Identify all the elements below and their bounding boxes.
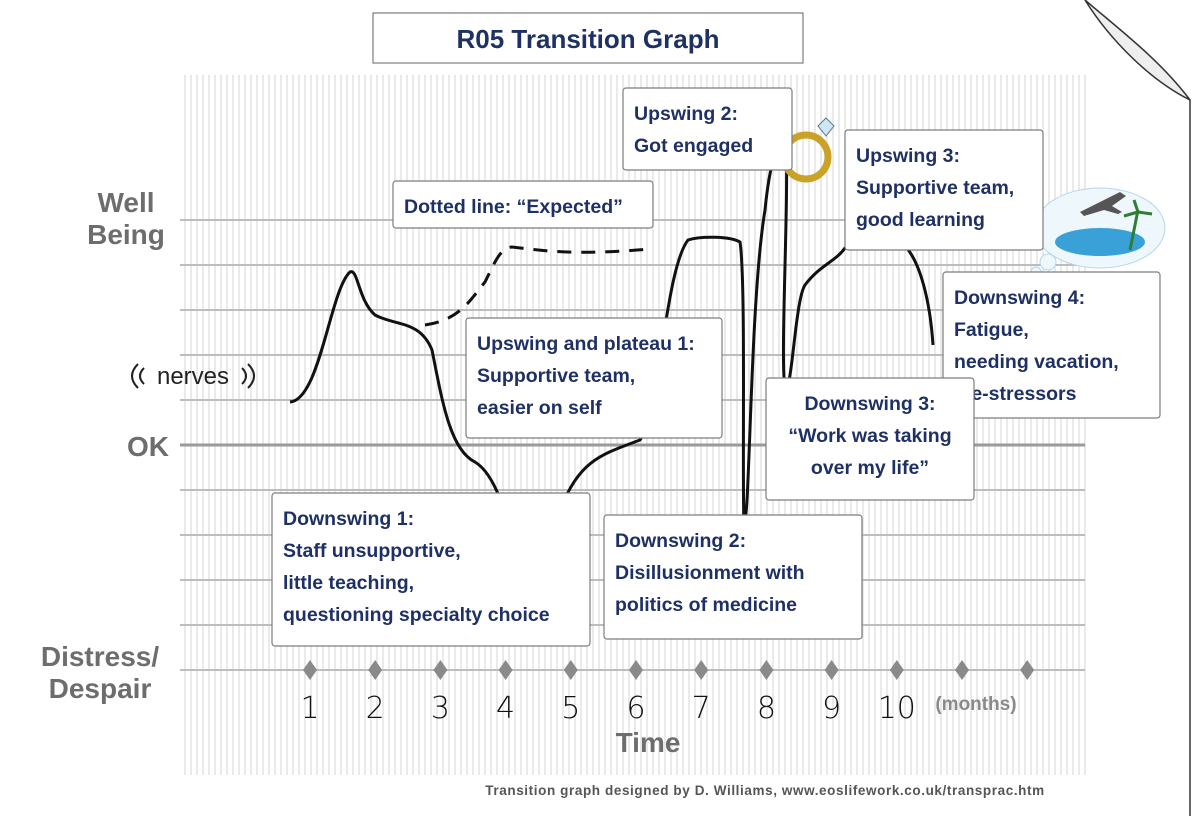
x-label: 10 [878,691,916,726]
tick-diamond [433,660,448,680]
actual-curve [289,138,935,592]
ring-gem [817,117,835,137]
annotation-line: “Work was taking [788,425,951,447]
annotation-line: Dotted line: “Expected” [404,196,623,218]
tick-diamond [368,660,383,680]
x-title: Time [616,727,681,758]
nerves-label: nerves [157,363,229,390]
expected-curve [424,245,651,327]
tick-diamond [303,660,317,680]
annotation-line: Upswing 2: [634,103,738,125]
title: R05 Transition Graph [457,24,720,54]
x-label: 3 [431,691,450,726]
tick-diamond [824,660,839,680]
tick-diamond [629,660,643,680]
annotations: Dotted line: “Expected” Upswing 2: Got eng… [271,87,1161,647]
box-frame [942,271,1161,419]
page-curl [1084,0,1191,101]
annotation-line: Supportive team, [477,365,635,387]
annotation-line: life-stressors [954,383,1077,405]
y-label: OK [127,431,169,462]
x-label: 9 [822,691,841,726]
tick-diamond [498,660,513,680]
title-box [372,12,804,64]
y-label: Well [97,187,154,218]
x-label: 6 [626,691,645,726]
annotation-line: Disillusionment with [615,562,805,584]
x-label: 1 [300,691,319,726]
annotation-box: Dotted line: “Expected” [392,180,654,229]
credit: Transition graph designed by D. Williams… [485,783,1044,798]
tick-diamond [1020,660,1035,680]
annotation-line: Downswing 1: [283,508,414,530]
annotation-line: questioning specialty choice [283,604,550,626]
annotation-line: Downswing 4: [954,287,1085,309]
annotation-box: Downswing 4: Fatigue, needing vacation, lif… [942,271,1161,419]
annotation-box: Downswing 1: Staff unsupportive, little te… [271,492,591,647]
annotation-line: politics of medicine [615,594,797,616]
y-label: Being [87,219,165,250]
x-label: 8 [757,691,776,726]
annotation-line: good learning [856,209,985,231]
annotation-line: Upswing and plateau 1: [477,333,695,355]
vacation-icon [1030,187,1166,278]
box-frame [465,317,723,439]
annotation-line: Staff unsupportive, [283,540,461,562]
annotation-box: Upswing 3: Supportive team, good learning [844,129,1044,251]
annotation-line: little teaching, [283,572,414,594]
annotation-line: Fatigue, [954,319,1029,341]
x-unit: (months) [935,694,1016,715]
annotation-box: Upswing 2: Got engaged [622,87,793,171]
annotation-line: Downswing 3: [804,393,935,415]
x-label: 4 [496,691,515,726]
x-label: 7 [692,691,711,726]
annotation-box: Upswing and plateau 1: Supportive team, ea… [465,317,723,439]
annotation-line: Upswing 3: [856,145,960,167]
x-label: 2 [366,691,385,726]
annotation-line: Supportive team, [856,177,1014,199]
annotation-box: Downswing 3: “Work was taking over my life… [765,377,975,501]
tick-diamond [759,660,774,680]
box-frame [392,180,654,229]
x-label: 5 [561,691,580,726]
box-frame [765,377,975,501]
tick-diamond [563,660,578,680]
box-frame [844,129,1044,251]
tick-diamond [694,660,709,680]
y-label: Despair [49,673,152,704]
nerves-marks [131,363,255,389]
annotation-line: Downswing 2: [615,530,746,552]
annotation-line: Got engaged [634,135,753,157]
annotation-box: Downswing 2: Disillusionment with politics… [603,514,863,640]
tick-diamond [889,660,904,680]
annotation-line: over my life” [811,457,929,479]
y-label: Distress/ [41,641,160,672]
box-frame [271,492,591,647]
tick-diamond [955,660,969,680]
box-frame [603,514,863,640]
box-frame [622,87,793,171]
annotation-line: needing vacation, [954,351,1119,373]
annotation-line: easier on self [477,397,602,419]
